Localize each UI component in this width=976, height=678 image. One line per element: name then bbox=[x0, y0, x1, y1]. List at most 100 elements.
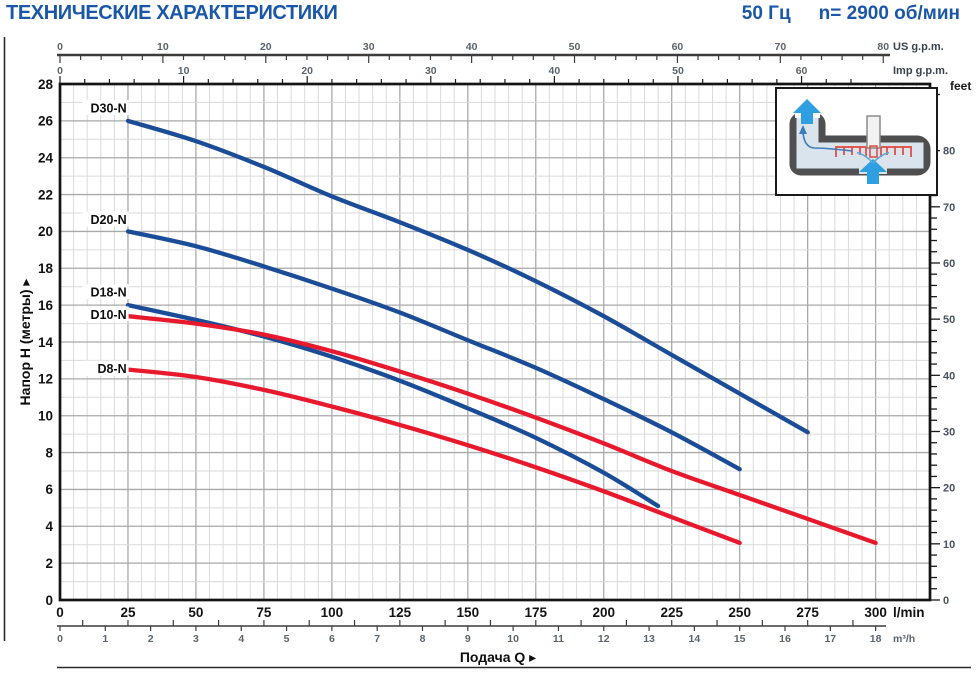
curve-label-bg-D30-N bbox=[82, 99, 129, 115]
head-m-tick-label: 20 bbox=[38, 224, 53, 239]
feet-tick-label: 80 bbox=[943, 146, 955, 158]
m3h-tick-label: 8 bbox=[420, 633, 426, 645]
imp-tick-label: 0 bbox=[57, 65, 63, 77]
m3h-tick-label: 11 bbox=[553, 633, 564, 645]
head-m-tick-label: 8 bbox=[45, 445, 53, 460]
head-m-tick-label: 4 bbox=[45, 519, 53, 534]
m3h-tick-label: 12 bbox=[598, 633, 610, 645]
feet-unit-label: feet bbox=[950, 79, 971, 93]
flow-path-arrowhead-icon bbox=[799, 125, 807, 134]
head-m-tick-label: 18 bbox=[38, 261, 54, 276]
us-tick-label: 40 bbox=[466, 41, 478, 53]
outlet-flow-arrow-icon bbox=[793, 99, 821, 113]
imp-tick-label: 10 bbox=[178, 65, 190, 77]
m3h-tick-label: 17 bbox=[824, 633, 836, 645]
outlet-flow-arrow-stem bbox=[801, 113, 813, 124]
lmin-tick-label: 0 bbox=[56, 605, 64, 620]
m3h-tick-label: 2 bbox=[148, 633, 154, 645]
feet-tick-label: 50 bbox=[943, 314, 955, 326]
imp-tick-label: 30 bbox=[425, 65, 437, 77]
page-title: ТЕХНИЧЕСКИЕ ХАРАКТЕРИСТИКИ bbox=[6, 2, 338, 24]
curve-D18-N bbox=[125, 302, 661, 509]
header-specs: 50 Гц n= 2900 об/мин bbox=[742, 3, 960, 25]
imp-tick-label: 60 bbox=[796, 65, 808, 77]
us-tick-label: 60 bbox=[672, 41, 684, 53]
imp-tick-label: 50 bbox=[672, 65, 684, 77]
lmin-tick-label: 200 bbox=[592, 605, 615, 620]
head-m-tick-label: 10 bbox=[38, 409, 53, 424]
lmin-tick-label: 300 bbox=[864, 605, 887, 620]
feet-tick-label: 40 bbox=[943, 370, 955, 382]
head-m-tick-label: 14 bbox=[38, 335, 54, 350]
header: ТЕХНИЧЕСКИЕ ХАРАКТЕРИСТИКИ 50 Гц n= 2900 … bbox=[6, 2, 960, 25]
m3h-tick-label: 15 bbox=[734, 633, 746, 645]
y-axis-title: Напор H (метры) ▸ bbox=[17, 279, 33, 406]
us-tick-label: 70 bbox=[774, 41, 786, 53]
inlet-flow-arrow-stem bbox=[867, 172, 879, 184]
pump-shaft-icon bbox=[866, 115, 881, 149]
us-tick-label: 20 bbox=[260, 41, 272, 53]
lmin-tick-label: 275 bbox=[796, 605, 819, 620]
m3h-tick-label: 10 bbox=[507, 633, 519, 645]
lmin-tick-label: 75 bbox=[256, 605, 272, 620]
us-tick-label: 50 bbox=[569, 41, 581, 53]
curve-D10-N bbox=[125, 314, 878, 546]
curve-label-D20-N: D20-N bbox=[90, 213, 126, 227]
axis-feet: 0 10 20 30 40 50 60 70 80 feet bbox=[930, 79, 971, 607]
feet-tick-label: 70 bbox=[943, 202, 955, 214]
lmin-tick-label: 175 bbox=[525, 605, 548, 620]
head-m-tick-label: 0 bbox=[45, 593, 53, 608]
flow-split-left-icon bbox=[856, 151, 874, 164]
m3h-tick-label: 0 bbox=[57, 633, 63, 645]
m3h-tick-label: 5 bbox=[284, 633, 290, 645]
us-unit-label: US g.p.m. bbox=[893, 41, 944, 53]
lmin-unit-label: l/min bbox=[893, 605, 925, 620]
curve-label-bg-D18-N bbox=[82, 284, 129, 300]
head-m-tick-label: 22 bbox=[38, 187, 53, 202]
flow-path-arrow-icon bbox=[802, 131, 853, 152]
curve-label-D10-N: D10-N bbox=[90, 308, 126, 322]
axis-m3h: 0 1 2 3 4 5 6 7 8 9 10 11 12 13 14 15 16 17 18 m³/h bbox=[57, 620, 915, 645]
m3h-tick-label: 13 bbox=[643, 633, 655, 645]
m3h-tick-label: 18 bbox=[870, 633, 882, 645]
pump-diagram-inset bbox=[775, 87, 938, 196]
lmin-tick-label: 150 bbox=[457, 605, 480, 620]
lmin-tick-label: 50 bbox=[188, 605, 203, 620]
head-m-tick-label: 26 bbox=[38, 114, 54, 129]
curve-D20-N bbox=[125, 229, 742, 472]
curve-label-D18-N: D18-N bbox=[90, 286, 126, 300]
curve-label-D30-N: D30-N bbox=[90, 101, 126, 115]
x-axis-title: Подача Q ▸ bbox=[460, 649, 536, 665]
axis-imp-gpm: 0 10 20 30 40 50 60 Imp g.p.m. bbox=[57, 65, 948, 84]
impeller-right-icon bbox=[880, 146, 912, 157]
feet-tick-label: 60 bbox=[943, 258, 955, 270]
m3h-unit-label: m³/h bbox=[893, 633, 915, 645]
us-tick-label: 80 bbox=[877, 41, 889, 53]
head-m-tick-label: 24 bbox=[38, 151, 54, 166]
lmin-tick-label: 125 bbox=[389, 605, 412, 620]
curve-D30-N bbox=[125, 118, 810, 435]
head-m-tick-label: 6 bbox=[45, 482, 53, 497]
m3h-tick-label: 7 bbox=[374, 633, 380, 645]
head-m-tick-label: 28 bbox=[38, 77, 54, 92]
axis-us-gpm: 0 10 20 30 40 50 60 70 80 US g.p.m. bbox=[57, 41, 944, 63]
head-m-tick-label: 12 bbox=[38, 372, 53, 387]
m3h-tick-label: 6 bbox=[329, 633, 335, 645]
lmin-tick-label: 100 bbox=[321, 605, 344, 620]
feet-tick-label: 30 bbox=[943, 426, 955, 438]
feet-tick-label: 0 bbox=[943, 595, 949, 607]
m3h-tick-label: 3 bbox=[193, 633, 199, 645]
curve-label-bg-D8-N bbox=[82, 360, 129, 376]
curve-label-bg-D20-N bbox=[82, 211, 129, 227]
us-tick-label: 0 bbox=[57, 41, 63, 53]
m3h-tick-label: 4 bbox=[238, 633, 244, 645]
imp-tick-label: 20 bbox=[301, 65, 313, 77]
feet-tick-label: 10 bbox=[943, 539, 955, 551]
inlet-flow-arrow-icon bbox=[859, 159, 887, 172]
us-tick-label: 30 bbox=[363, 41, 375, 53]
lmin-tick-label: 250 bbox=[728, 605, 751, 620]
head-m-tick-label: 2 bbox=[45, 556, 53, 571]
shaft-tip-icon bbox=[869, 145, 878, 158]
m3h-tick-label: 16 bbox=[779, 633, 791, 645]
